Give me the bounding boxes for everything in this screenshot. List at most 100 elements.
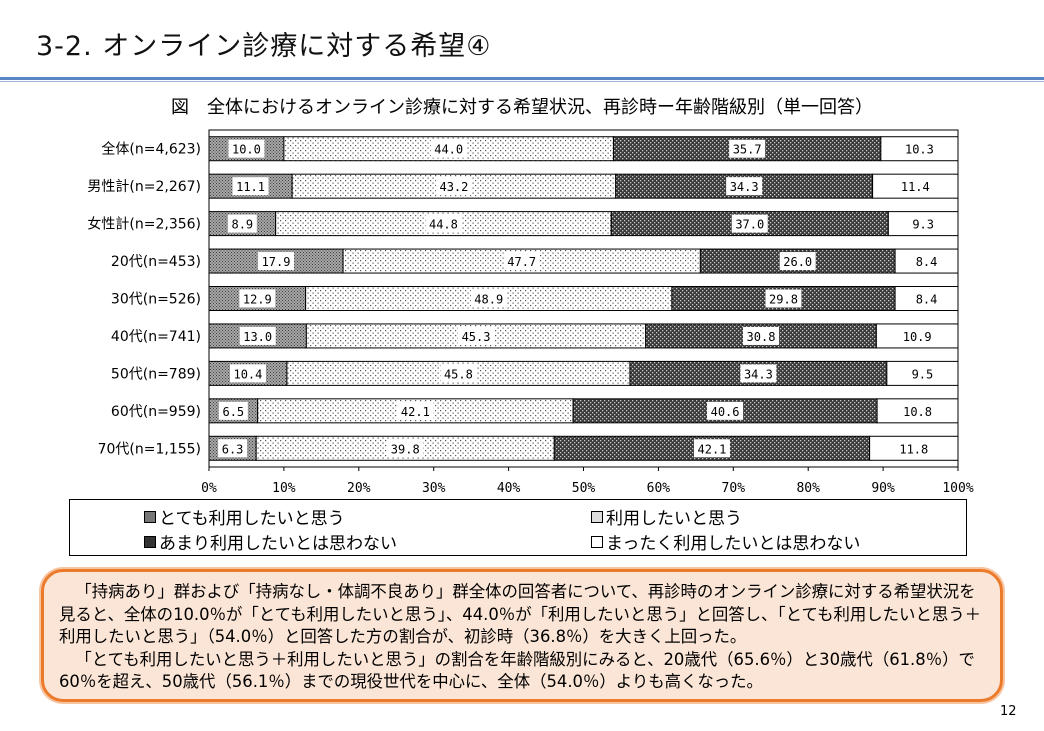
category-label: 20代(n=453) (111, 254, 201, 270)
category-label: 60代(n=959) (111, 404, 201, 420)
summary-paragraph-1: 「持病あり」群および「持病なし・体調不良あり」群全体の回答者について、再診時のオ… (59, 582, 982, 646)
legend-item-not-much: あまり利用したいとは思わない (144, 529, 397, 554)
x-tick-label: 100% (942, 481, 973, 496)
data-label-box (897, 177, 934, 196)
data-label: 40.6 (711, 405, 740, 419)
stacked-bar-chart: 10.0 44.0 35.7 10.3 11.1 43.2 34.3 11.4 8.9 44.8 3… (87, 129, 974, 496)
data-label: 13.0 (243, 330, 272, 344)
x-tick-label: 80% (796, 481, 820, 496)
slide-title: 3-2. オンライン診療に対する希望④ (36, 31, 492, 62)
data-label: 12.9 (243, 293, 272, 307)
data-label-box (726, 177, 763, 196)
data-label: 10.0 (232, 143, 261, 157)
data-label: 6.3 (222, 442, 244, 456)
x-tick-label: 10% (272, 481, 296, 496)
data-label: 11.8 (899, 442, 928, 456)
x-tick-label: 60% (647, 481, 671, 496)
data-label-box (707, 401, 744, 420)
legend-item-want: 利用したいと思う (591, 504, 742, 529)
data-label-box (729, 139, 766, 158)
data-label-box (397, 401, 434, 420)
data-label: 26.0 (783, 255, 812, 269)
data-label-box (899, 326, 936, 345)
legend-swatch (144, 510, 156, 523)
data-label-box (227, 214, 257, 233)
data-label: 47.7 (507, 255, 536, 269)
data-label-box (218, 439, 248, 458)
summary-paragraph-2: 「とても利用したいと思う＋利用したいと思う」の割合を年齢階級別にみると、20歳代… (59, 649, 975, 692)
title-underline-thin (0, 81, 1044, 82)
data-label: 8.9 (231, 218, 253, 232)
data-label-box (470, 289, 507, 308)
data-label-box (765, 289, 802, 308)
data-label: 10.9 (903, 330, 932, 344)
data-label-box (229, 364, 266, 383)
data-label: 43.2 (439, 180, 468, 194)
data-label: 30.8 (747, 330, 776, 344)
chart-title: 図 全体におけるオンライン診療に対する希望状況、再診時ー年齢階級別（単一回答） (171, 97, 873, 118)
data-label: 6.5 (222, 405, 244, 419)
category-label: 50代(n=789) (111, 366, 201, 382)
data-label-box (239, 289, 276, 308)
data-label-box (435, 177, 472, 196)
data-label-box (901, 139, 938, 158)
data-label-box (425, 214, 462, 233)
x-tick-label: 30% (422, 481, 446, 496)
x-tick-label: 50% (572, 481, 596, 496)
x-tick-label: 70% (722, 481, 746, 496)
data-label-box (693, 439, 730, 458)
data-label: 35.7 (733, 143, 762, 157)
data-label: 17.9 (262, 255, 291, 269)
data-label-box (232, 177, 269, 196)
data-label-box (228, 139, 265, 158)
data-label-box (912, 252, 942, 271)
data-label: 37.0 (735, 218, 764, 232)
data-label: 42.1 (698, 442, 727, 456)
data-label-box (740, 364, 777, 383)
data-label: 39.8 (391, 442, 420, 456)
data-label-box (218, 401, 248, 420)
data-label-box (779, 252, 816, 271)
legend-item-not-at-all: まったく利用したいとは思わない (591, 529, 860, 554)
data-label-box (912, 289, 942, 308)
x-tick-label: 20% (347, 481, 371, 496)
data-label: 29.8 (769, 293, 798, 307)
data-label-box (731, 214, 768, 233)
data-label-box (503, 252, 540, 271)
data-label-box (907, 364, 937, 383)
data-label-box (440, 364, 477, 383)
data-label-box (239, 326, 276, 345)
category-label: 30代(n=526) (111, 292, 201, 308)
data-label: 34.3 (744, 367, 773, 381)
data-label: 11.4 (901, 180, 930, 194)
legend-label: とても利用したいと思う (159, 509, 345, 529)
legend-item-very-want: とても利用したいと思う (144, 504, 345, 529)
summary-note: 「持病あり」群および「持病なし・体調不良あり」群全体の回答者について、再診時のオ… (59, 581, 989, 694)
data-label: 48.9 (474, 293, 503, 307)
category-label: 女性計(n=2,356) (87, 216, 201, 233)
legend-swatch (591, 510, 603, 523)
data-label: 10.3 (905, 143, 934, 157)
data-label: 10.4 (233, 367, 262, 381)
data-label: 44.8 (429, 218, 458, 232)
legend-label: まったく利用したいとは思わない (606, 534, 861, 554)
title-underline (0, 77, 1044, 80)
data-label: 45.8 (444, 367, 473, 381)
data-label: 34.3 (730, 180, 759, 194)
chart-legend: とても利用したいと思う 利用したいと思う あまり利用したいとは思わない まったく… (69, 499, 967, 556)
data-label: 9.5 (912, 367, 934, 381)
data-label-box (899, 401, 936, 420)
data-label: 9.3 (912, 218, 934, 232)
data-label: 10.8 (903, 405, 932, 419)
data-label: 44.0 (434, 143, 463, 157)
summary-note-box (41, 569, 1003, 702)
data-label: 8.4 (916, 255, 938, 269)
data-label: 8.4 (916, 293, 938, 307)
category-label: 全体(n=4,623) (101, 141, 201, 158)
category-label: 40代(n=741) (111, 329, 201, 345)
data-label-box (895, 439, 932, 458)
data-label: 42.1 (401, 405, 430, 419)
category-label: 70代(n=1,155) (98, 441, 201, 457)
legend-label: あまり利用したいとは思わない (159, 534, 397, 554)
legend-swatch (144, 535, 156, 548)
